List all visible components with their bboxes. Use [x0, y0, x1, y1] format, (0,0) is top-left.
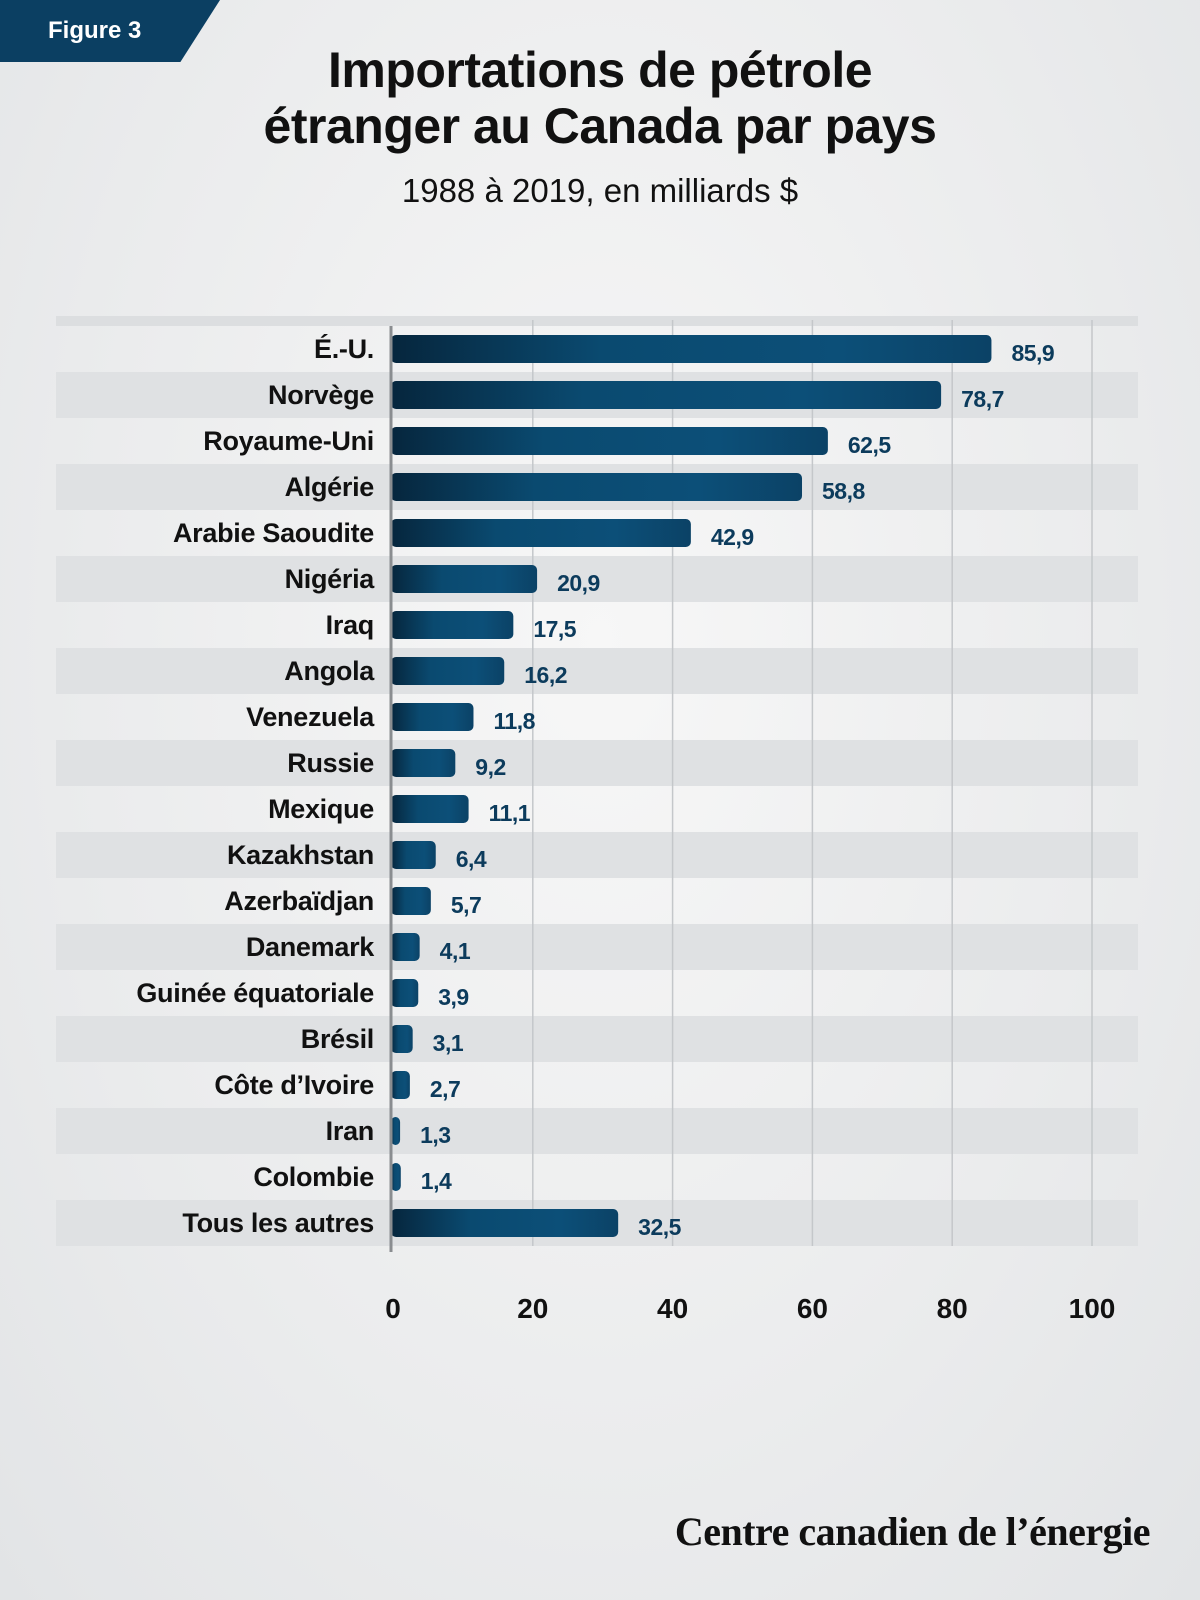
value-labels: 85,9 78,7 62,5 58,8 42,9 20,9 17,5 16,2 11,8 9,2 1…: [420, 340, 1055, 1240]
value-label: 58,8: [822, 478, 865, 504]
value-label: 11,8: [493, 708, 535, 734]
row-band: [56, 740, 1138, 786]
category-label: Nigéria: [285, 564, 376, 594]
row-band: [56, 832, 1138, 878]
value-label: 20,9: [557, 570, 600, 596]
value-label: 85,9: [1011, 340, 1054, 366]
value-label: 4,1: [440, 938, 471, 964]
category-label: Algérie: [285, 472, 375, 502]
chart-subtitle: 1988 à 2019, en milliards $: [401, 172, 799, 209]
value-label: 5,7: [451, 892, 481, 918]
value-label: 6,4: [456, 846, 487, 872]
category-labels: É.-U. Norvège Royaume-Uni Algérie Arabie Sao…: [136, 333, 375, 1238]
x-tick-label: 20: [517, 1293, 548, 1324]
category-label: Danemark: [246, 932, 375, 962]
figure-label: Figure 3: [48, 17, 142, 44]
bar: [391, 1163, 401, 1191]
category-label: Arabie Saoudite: [173, 518, 374, 548]
bar: [391, 703, 474, 731]
bar: [391, 933, 420, 961]
bar: [391, 1117, 401, 1145]
value-label: 2,7: [430, 1076, 460, 1102]
category-label: Brésil: [301, 1024, 374, 1054]
value-label: 11,1: [489, 800, 531, 826]
bar-chart: 85,9 78,7 62,5 58,8 42,9 20,9 17,5 16,2 11,8 9,2 1…: [56, 316, 1138, 1324]
value-label: 78,7: [961, 386, 1004, 412]
chart-title-line-1: Importations de pétrole: [327, 42, 873, 98]
bar: [391, 381, 942, 409]
chart-title-line-2: étranger au Canada par pays: [263, 98, 937, 154]
category-label: Mexique: [268, 794, 374, 824]
row-band: [56, 924, 1138, 970]
figure-label-tab: Figure 3: [0, 0, 220, 62]
x-tick-label: 100: [1069, 1293, 1116, 1324]
bar: [391, 749, 456, 777]
category-label: Colombie: [253, 1162, 374, 1192]
bar: [391, 565, 538, 593]
x-tick-label: 60: [797, 1293, 828, 1324]
bar: [391, 427, 828, 455]
bars: [391, 335, 992, 1237]
chart-title: Importations de pétrole étranger au Cana…: [0, 42, 1200, 154]
category-label: Tous les autres: [182, 1208, 374, 1238]
row-band: [56, 648, 1138, 694]
x-tick-label: 80: [937, 1293, 968, 1324]
bar: [391, 795, 469, 823]
row-band: [56, 1108, 1138, 1154]
category-label: Iran: [326, 1116, 374, 1146]
bar: [391, 1209, 619, 1237]
bar: [391, 887, 431, 915]
value-label: 1,4: [421, 1168, 452, 1194]
category-label: Côte d’Ivoire: [214, 1070, 374, 1100]
row-band: [56, 1016, 1138, 1062]
value-label: 3,1: [433, 1030, 464, 1056]
value-label: 32,5: [638, 1214, 681, 1240]
x-tick-label: 40: [657, 1293, 688, 1324]
category-label: Russie: [287, 748, 374, 778]
bar: [391, 841, 436, 869]
bar: [391, 473, 803, 501]
row-bands: [56, 316, 1138, 1246]
value-label: 9,2: [475, 754, 505, 780]
value-label: 17,5: [533, 616, 576, 642]
x-tick-labels: 0 20 40 60 80 100: [385, 1293, 1115, 1324]
value-label: 1,3: [420, 1122, 450, 1148]
value-label: 42,9: [711, 524, 754, 550]
category-label: Norvège: [268, 380, 374, 410]
x-tick-label: 0: [385, 1293, 401, 1324]
value-label: 16,2: [524, 662, 567, 688]
category-label: Kazakhstan: [227, 840, 374, 870]
publisher-wordmark: Centre canadien de l’énergie: [674, 1509, 1151, 1554]
bar: [391, 979, 419, 1007]
category-label: Guinée équatoriale: [136, 978, 374, 1008]
row-band: [56, 556, 1138, 602]
category-label: Venezuela: [246, 702, 375, 732]
bar: [391, 519, 691, 547]
value-label: 62,5: [848, 432, 891, 458]
bar: [391, 335, 992, 363]
category-label: Angola: [284, 656, 375, 686]
category-label: Iraq: [326, 610, 374, 640]
bar: [391, 1071, 410, 1099]
bar: [391, 657, 505, 685]
category-label: Royaume-Uni: [203, 426, 374, 456]
bar: [391, 611, 514, 639]
top-band: [56, 316, 1138, 326]
value-label: 3,9: [438, 984, 468, 1010]
category-label: Azerbaïdjan: [224, 886, 374, 916]
bar: [391, 1025, 413, 1053]
category-label: É.-U.: [314, 333, 374, 364]
